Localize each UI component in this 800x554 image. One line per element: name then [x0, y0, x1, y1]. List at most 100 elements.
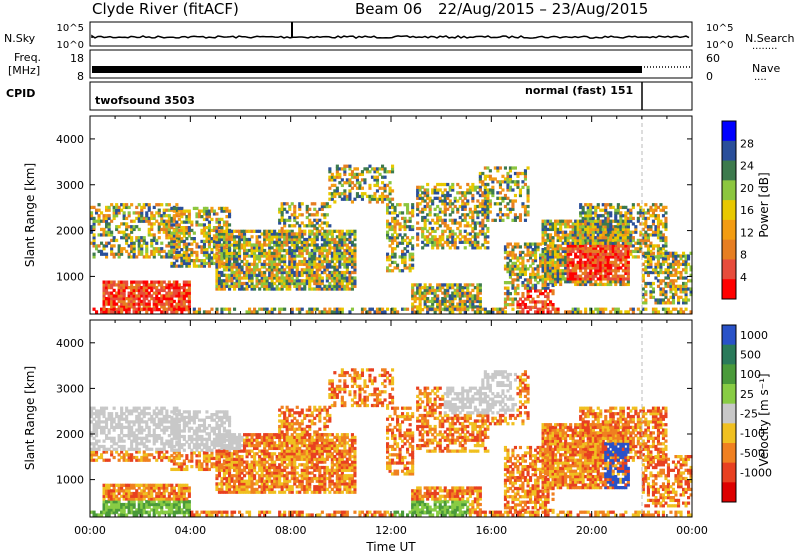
power-cell	[270, 268, 274, 272]
power-cell	[117, 244, 121, 248]
power-cell	[330, 229, 334, 233]
power-cell	[626, 247, 630, 251]
power-cell	[606, 258, 610, 262]
power-cell	[448, 305, 452, 309]
power-cell	[195, 206, 199, 211]
power-cell	[634, 255, 638, 259]
power-cell	[182, 234, 186, 238]
power-cell	[604, 255, 608, 259]
power-cell	[185, 226, 189, 230]
power-cell	[584, 225, 588, 229]
power-cell	[170, 307, 174, 311]
power-cell	[549, 271, 553, 276]
power-cell	[170, 261, 174, 266]
power-cell	[217, 270, 222, 275]
power-cell	[313, 213, 317, 217]
power-cell	[616, 230, 620, 234]
power-cell	[684, 270, 688, 275]
power-cell	[656, 254, 661, 258]
cpid-panel: CPID twofsound 3503 normal (fast) 151	[6, 81, 693, 111]
power-cell	[478, 308, 482, 312]
power-cell	[589, 252, 593, 256]
power-cell	[255, 279, 259, 283]
freq-label-line2: [MHz]	[8, 64, 40, 77]
power-cell	[381, 200, 385, 204]
power-cell	[187, 310, 191, 314]
power-cell	[192, 259, 196, 263]
power-cell	[508, 253, 513, 257]
power-cell	[238, 237, 242, 242]
power-cell	[659, 222, 663, 226]
power-cell	[436, 246, 440, 250]
power-cell	[511, 256, 515, 260]
power-cell	[453, 237, 457, 242]
power-cell	[235, 240, 239, 244]
power-cell	[609, 233, 613, 237]
power-cell	[503, 196, 508, 200]
power-cell	[599, 208, 603, 212]
power-cell	[431, 202, 435, 206]
power-cell	[664, 268, 668, 272]
power-cell	[177, 297, 181, 301]
power-cell	[197, 310, 202, 314]
power-cell	[511, 166, 515, 170]
power-cell	[436, 213, 440, 217]
power-cell	[478, 291, 482, 295]
power-cell	[589, 214, 593, 218]
power-cell	[656, 257, 661, 261]
power-cell	[293, 273, 297, 277]
power-cell	[100, 249, 104, 254]
power-cell	[137, 294, 141, 298]
power-cell	[338, 276, 342, 280]
power-cell	[649, 255, 653, 259]
power-cell	[340, 310, 344, 314]
power-cell	[589, 230, 593, 234]
power-cell	[624, 263, 628, 267]
freq-left-bottom-tick: 8	[77, 70, 84, 83]
power-cell	[649, 265, 653, 269]
power-cell	[664, 254, 668, 258]
power-cell	[165, 283, 169, 287]
power-cell	[619, 211, 623, 215]
power-cell	[626, 280, 630, 284]
power-cell	[486, 182, 490, 187]
power-cell	[275, 246, 279, 250]
power-cell	[576, 249, 580, 254]
power-cell	[225, 209, 229, 213]
power-cell	[343, 189, 347, 193]
power-cell	[418, 297, 422, 301]
power-cell	[659, 252, 663, 256]
power-cell	[523, 245, 528, 249]
power-cell	[561, 269, 565, 273]
power-cell	[564, 266, 568, 270]
power-cell	[233, 237, 237, 242]
power-cell	[145, 283, 149, 287]
power-cell	[185, 305, 189, 309]
power-cell	[278, 268, 282, 272]
date-range: 22/Aug/2015 – 23/Aug/2015	[438, 0, 648, 18]
power-cell	[268, 265, 272, 269]
power-cell	[488, 191, 492, 195]
power-cell	[408, 241, 412, 245]
power-cell	[416, 202, 420, 206]
power-cell	[601, 230, 605, 234]
power-cell	[348, 192, 352, 196]
power-cell	[308, 268, 312, 272]
power-cell	[626, 263, 630, 267]
power-cell	[172, 231, 176, 235]
power-cell	[283, 237, 287, 242]
power-cell	[195, 259, 199, 263]
power-cell	[534, 300, 538, 304]
power-cell	[624, 258, 628, 262]
power-cell	[308, 276, 312, 280]
power-cell	[682, 284, 686, 288]
power-cell	[682, 259, 686, 264]
power-cell	[92, 219, 96, 223]
power-cell	[682, 290, 686, 294]
power-cell	[403, 307, 407, 311]
power-cell	[536, 264, 540, 268]
power-cell	[446, 240, 450, 244]
power-cell	[280, 259, 284, 264]
power-cell	[401, 307, 405, 311]
power-cell	[601, 247, 605, 251]
